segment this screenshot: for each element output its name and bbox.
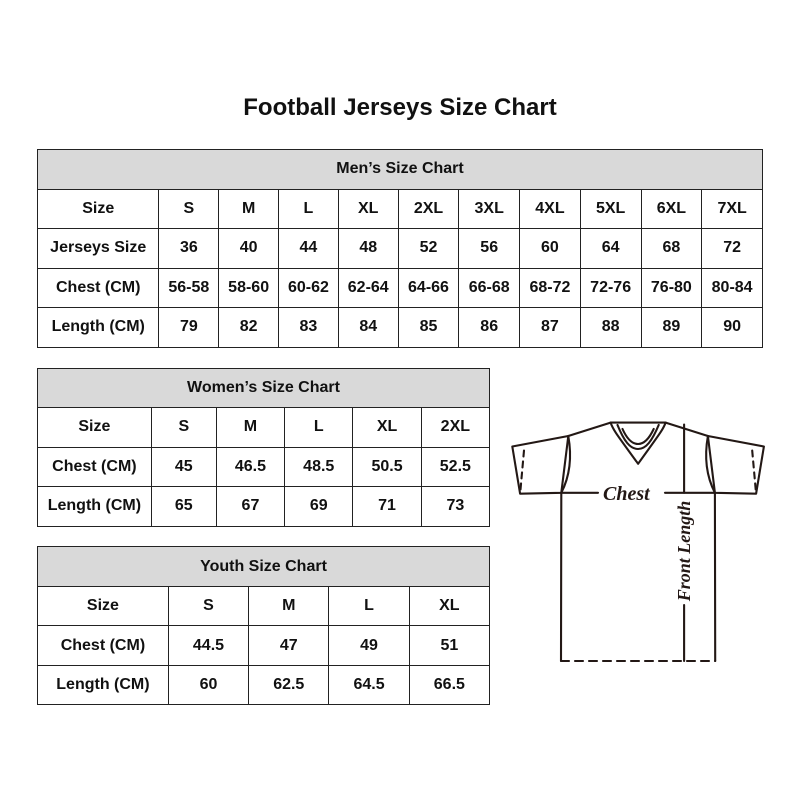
svg-text:Front Length: Front Length: [674, 501, 694, 603]
svg-text:Chest: Chest: [603, 483, 651, 505]
